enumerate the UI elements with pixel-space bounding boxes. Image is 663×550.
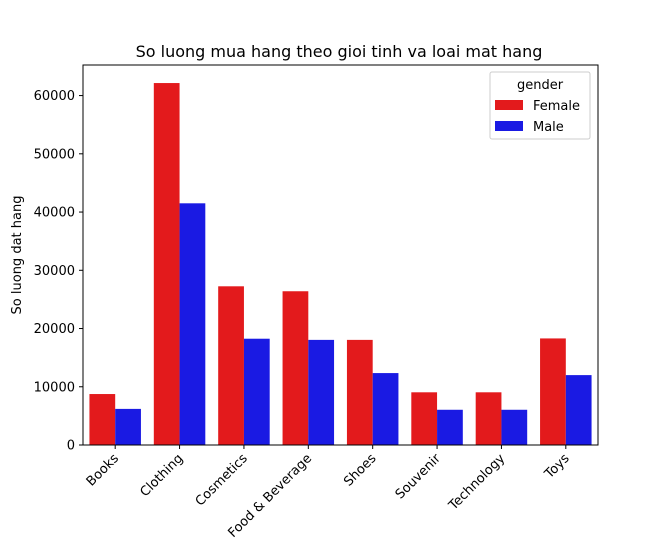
bar-male-2: [243, 338, 270, 445]
bar-male-4: [372, 373, 399, 445]
y-tick-label: 30000: [34, 264, 75, 279]
bars-group: [89, 83, 592, 446]
bar-female-1: [153, 83, 180, 446]
bar-female-6: [475, 392, 502, 445]
legend-label-male: Male: [533, 120, 564, 135]
bar-male-3: [308, 339, 335, 445]
legend: gender Female Male: [489, 71, 591, 140]
legend-swatch-male: [495, 121, 523, 131]
x-tick-label: Shoes: [341, 451, 379, 489]
y-tick-label: 60000: [34, 89, 75, 104]
y-tick-label: 0: [67, 439, 75, 454]
x-tick-label: Technology: [445, 451, 508, 514]
chart-title: So luong mua hang theo gioi tinh va loai…: [136, 42, 543, 61]
x-tick-label: Toys: [541, 451, 572, 482]
y-axis-title: So luong dat hang: [10, 196, 25, 315]
legend-title: gender: [517, 78, 564, 93]
x-tick-label: Clothing: [138, 451, 187, 500]
bar-female-5: [411, 392, 438, 445]
bar-female-7: [540, 338, 566, 445]
legend-items: Female Male: [495, 99, 580, 135]
y-tick-label: 10000: [34, 380, 75, 395]
bar-female-4: [346, 339, 373, 445]
bar-male-7: [565, 375, 592, 445]
bar-male-5: [437, 409, 463, 445]
bar-male-0: [115, 408, 141, 445]
y-tick-label: 20000: [34, 322, 75, 337]
y-axis: 0 10000 20000 30000 40000 50000 60000: [34, 89, 83, 454]
legend-swatch-female: [495, 100, 523, 110]
plot-frame: [82, 64, 599, 446]
bar-female-2: [218, 286, 244, 445]
legend-label-female: Female: [533, 99, 580, 114]
x-tick-label: Books: [84, 451, 122, 489]
y-tick-label: 50000: [34, 147, 75, 162]
bar-male-1: [179, 203, 206, 445]
x-tick-label: Cosmetics: [193, 451, 251, 509]
bar-female-0: [89, 394, 116, 445]
bar-male-6: [501, 409, 528, 445]
y-tick-label: 40000: [34, 206, 75, 221]
x-tick-label: Souvenir: [393, 451, 445, 503]
bar-female-3: [282, 291, 309, 445]
